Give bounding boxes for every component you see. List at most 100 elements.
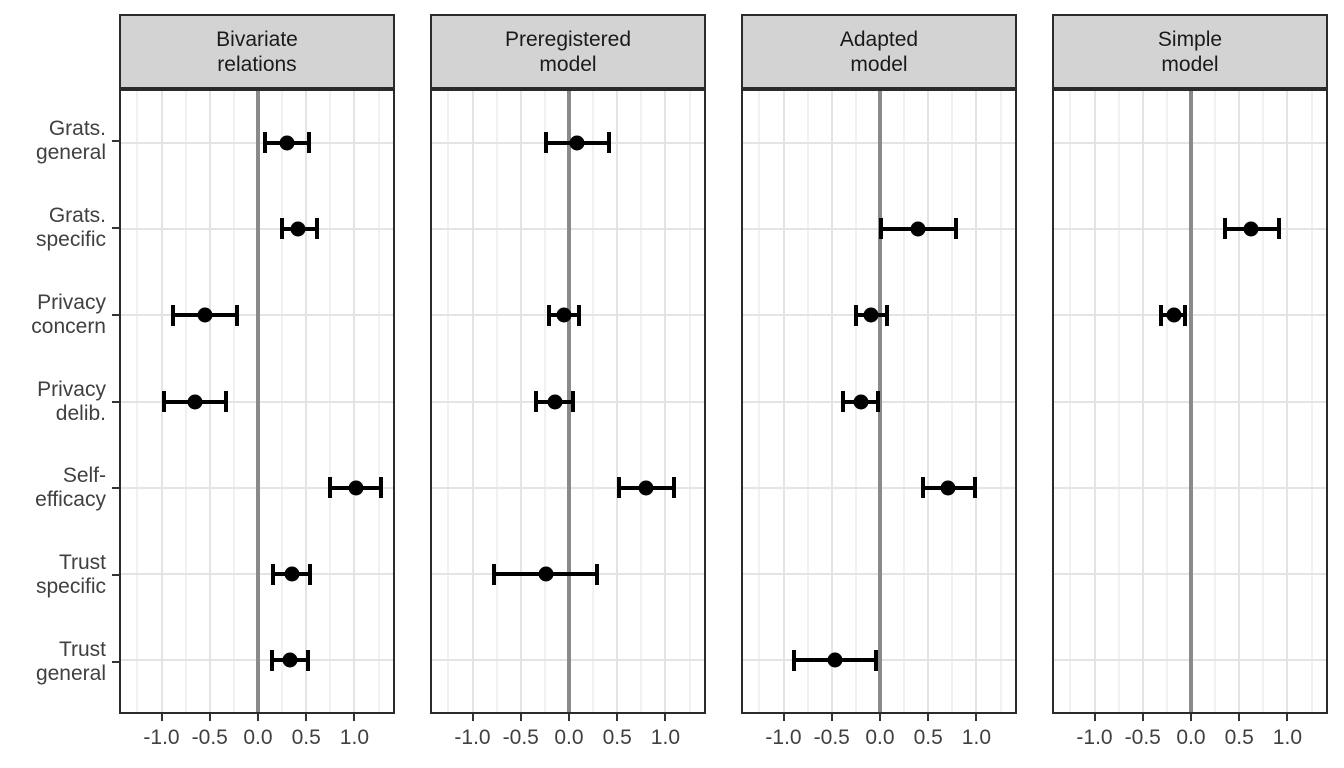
ci-cap-lower (271, 563, 276, 585)
y-axis-label-line: specific (35, 575, 106, 599)
facet-strip-title-line: model (850, 52, 908, 76)
zero-reference-line (255, 91, 260, 712)
point-estimate (197, 307, 213, 323)
ci-cap-upper (954, 218, 959, 240)
y-axis-tick (112, 226, 119, 229)
ci-cap-lower (841, 391, 846, 412)
x-axis-tick-label: 0.5 (291, 726, 321, 749)
facet-strip: Adapted model (741, 14, 1017, 89)
y-axis-label-line: general (35, 141, 106, 165)
x-axis-tick-label: 0.5 (913, 726, 943, 749)
y-axis-label: Privacy delib. (0, 378, 106, 426)
y-axis-label-line: Self- (62, 464, 106, 488)
ci-cap-upper (576, 304, 581, 326)
ci-cap-upper (379, 477, 384, 499)
ci-cap-lower (543, 132, 548, 154)
facet-strip: Bivariate relations (119, 14, 395, 89)
ci-cap-lower (853, 304, 858, 326)
x-axis-tick-label: 1.0 (1272, 726, 1303, 749)
x-axis-tick (305, 714, 308, 721)
ci-cap-upper (973, 477, 978, 499)
y-axis-label-line: Privacy (37, 377, 106, 401)
y-axis-label: Self-efficacy (0, 464, 106, 512)
x-axis-tick (471, 714, 474, 721)
x-axis-tick (567, 714, 570, 721)
ci-cap-lower (262, 132, 267, 154)
point-estimate (827, 652, 843, 668)
plot-panel (119, 89, 395, 714)
point-estimate (290, 221, 306, 237)
y-axis-label: Privacy concern (0, 291, 106, 339)
y-axis-label-line: specific (35, 227, 106, 251)
x-axis-tick (878, 714, 881, 721)
ci-cap-lower (617, 477, 622, 499)
ci-cap-lower (792, 649, 797, 671)
y-axis-tick (112, 400, 119, 403)
plot-panel (1052, 89, 1328, 714)
x-axis-tick-label: 0.0 (1176, 726, 1206, 749)
x-axis-tick-label: 0.0 (554, 726, 584, 749)
point-estimate (1166, 307, 1182, 323)
point-estimate (547, 394, 563, 409)
facet-strip-title-line: Adapted (839, 27, 919, 51)
y-axis-tick (112, 313, 119, 316)
x-axis-tick (353, 714, 356, 721)
ci-cap-lower (328, 477, 333, 499)
x-axis-tick-label: 1.0 (650, 726, 681, 749)
y-axis-tick (112, 574, 119, 577)
ci-cap-upper (234, 304, 239, 326)
x-axis-tick (519, 714, 522, 721)
x-axis-tick (975, 714, 978, 721)
ci-cap-lower (534, 391, 539, 412)
facet-strip-title-line: model (1161, 52, 1219, 76)
y-axis-label: Trust specific (0, 551, 106, 599)
point-estimate (853, 394, 869, 409)
ci-cap-lower (280, 218, 285, 240)
ci-cap-lower (270, 649, 275, 671)
point-estimate (279, 135, 295, 151)
point-estimate (910, 221, 926, 237)
x-axis-tick (927, 714, 930, 721)
x-axis-tick (208, 714, 211, 721)
ci-cap-upper (876, 391, 881, 412)
facet-strip-title-line: Simple (1157, 27, 1223, 51)
ci-cap-upper (1276, 218, 1281, 240)
point-estimate (556, 307, 572, 323)
y-axis-label-line: delib. (55, 401, 106, 425)
ci-cap-lower (162, 391, 167, 412)
x-axis-tick-label: 1.0 (961, 726, 992, 749)
x-axis-tick-label: 1.0 (339, 726, 370, 749)
x-axis-tick-label: -1.0 (143, 726, 180, 749)
y-axis-label: Grats. specific (0, 204, 106, 252)
y-axis-label-line: efficacy (35, 488, 106, 512)
ci-cap-lower (1222, 218, 1227, 240)
y-axis-label: Trust general (0, 638, 106, 686)
zero-reference-line (1188, 91, 1193, 712)
x-axis-tick (830, 714, 833, 721)
ci-cap-lower (171, 304, 176, 326)
y-axis-label-line: Trust (58, 551, 106, 575)
x-axis-tick (782, 714, 785, 721)
x-axis-tick (664, 714, 667, 721)
facet-strip: Preregistered model (430, 14, 706, 89)
ci-cap-upper (672, 477, 677, 499)
ci-cap-lower (878, 218, 883, 240)
plot-panel (430, 89, 706, 714)
y-axis-tick (112, 660, 119, 663)
x-axis-tick-label: -1.0 (1076, 726, 1113, 749)
ci-cap-upper (874, 649, 879, 671)
x-axis-tick (616, 714, 619, 721)
x-axis-tick-label: -0.5 (502, 726, 539, 749)
ci-cap-upper (314, 218, 319, 240)
x-axis-tick-label: 0.5 (1224, 726, 1254, 749)
y-axis-tick (112, 140, 119, 143)
x-axis-tick-label: 0.0 (865, 726, 895, 749)
x-axis-tick-label: -0.5 (1124, 726, 1161, 749)
x-axis-tick (1238, 714, 1241, 721)
x-axis-tick (256, 714, 259, 721)
x-axis-tick (1141, 714, 1144, 721)
ci-cap-lower (491, 563, 496, 585)
x-axis-tick-label: 0.5 (602, 726, 632, 749)
y-axis-label-line: Trust (58, 637, 106, 661)
